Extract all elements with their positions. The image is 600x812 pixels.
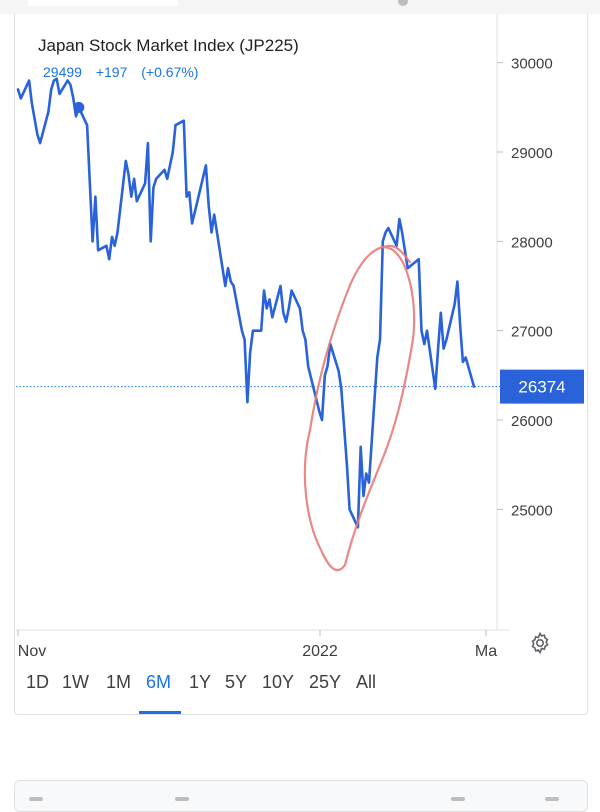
gear-icon[interactable] [528,631,552,655]
range-tab-bar: 1D 1W 1M 6M 1Y 5Y 10Y 25Y All [16,670,576,718]
annotation-circle [303,244,416,572]
range-tab-6m[interactable]: 6M [146,672,172,692]
chart-title: Japan Stock Market Index (JP225) [38,36,299,55]
next-card-blip [545,797,559,801]
price-change: +197 [95,64,128,80]
current-price: 29499 [43,64,82,80]
range-tab-1m[interactable]: 1M [106,672,132,692]
next-card-blip [451,797,465,801]
price-series-line[interactable] [16,77,476,529]
range-tab-all[interactable]: All [356,672,377,692]
y-tick-label: 25000 [511,502,553,519]
price-change-percent: (+0.67%) [141,64,199,80]
range-tab-1y[interactable]: 1Y [189,672,212,692]
y-tick-label: 27000 [511,324,553,341]
y-tick-label: 26000 [511,413,553,430]
y-tick-label: 29000 [511,145,553,162]
y-tick-label: 28000 [511,234,553,251]
top-dot-fragment [398,0,408,6]
active-range-underline [139,711,181,714]
range-tab-5y[interactable]: 5Y [225,672,248,692]
x-tick-label: Ma [475,643,497,660]
last-price-badge [500,369,584,404]
top-strip [0,0,600,14]
last-price-label: 26374 [518,378,565,397]
range-tab-10y[interactable]: 10Y [262,672,295,692]
range-tab-1w[interactable]: 1W [62,672,89,692]
quote-row: 29499 +197 (+0.67%) [43,64,208,80]
x-tick-label: 2022 [302,643,338,660]
range-tab-25y[interactable]: 25Y [309,672,342,692]
next-card-fragment [14,780,588,812]
top-tab-fragment [28,0,178,6]
y-tick-label: 30000 [511,56,553,73]
chart-card [14,14,588,715]
next-card-blip [175,797,189,801]
highlight-point[interactable] [73,101,85,113]
range-tab-1d[interactable]: 1D [26,672,50,692]
next-card-blip [29,797,43,801]
x-tick-label: Nov [18,643,46,660]
